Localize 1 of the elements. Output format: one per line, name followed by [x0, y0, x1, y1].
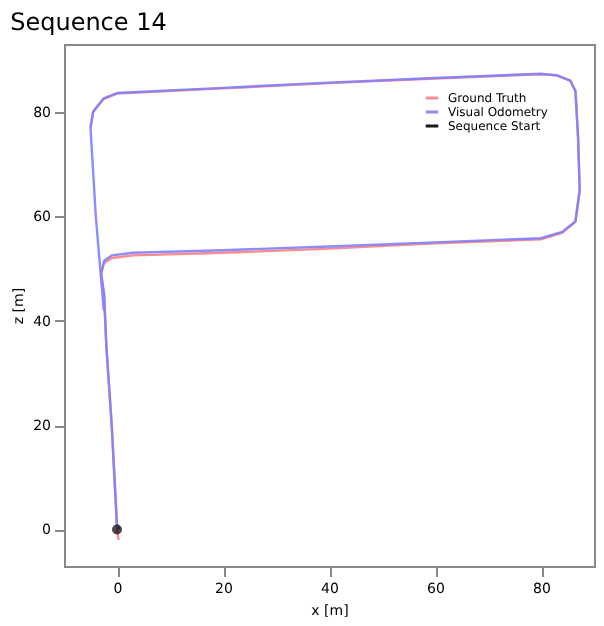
- chart-title: Sequence 14: [10, 8, 167, 36]
